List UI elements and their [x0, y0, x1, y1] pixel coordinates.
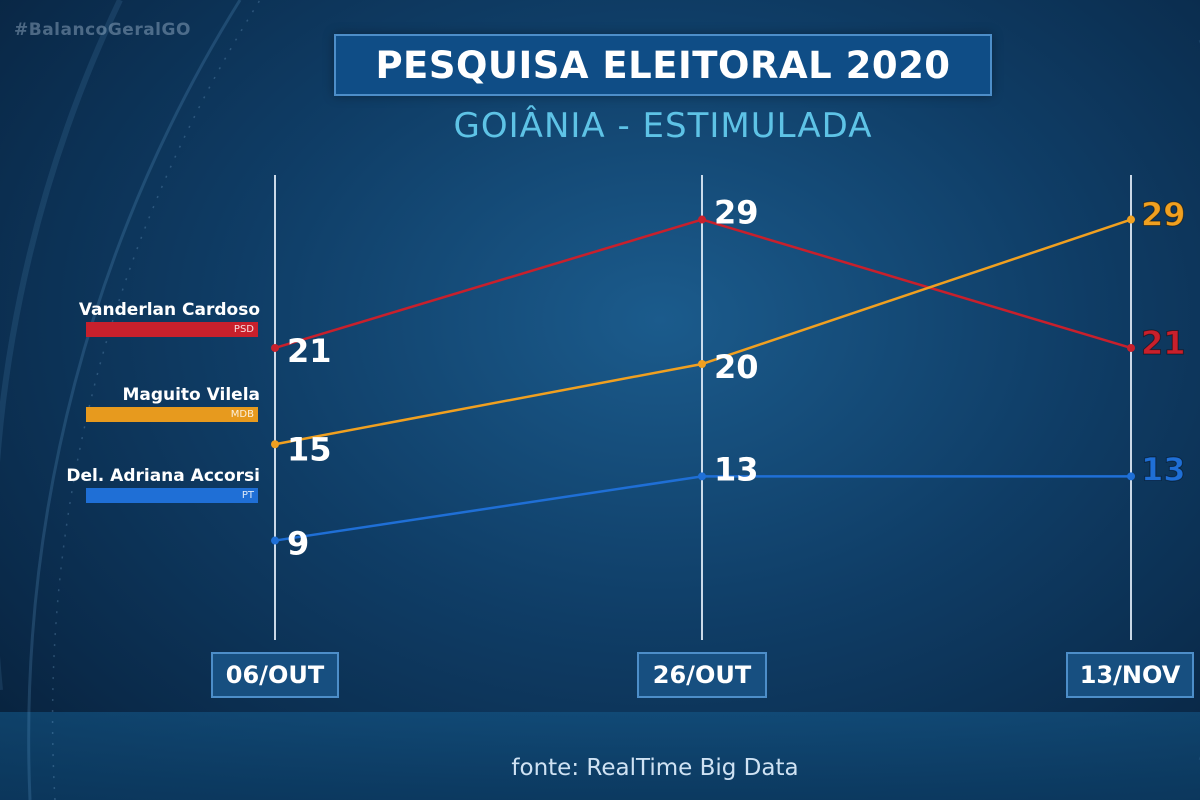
hashtag-watermark: #BalancoGeralGO: [14, 20, 191, 40]
legend-item-maguito: Maguito Vilela: [122, 385, 260, 405]
data-point-0-1: [698, 215, 706, 224]
date-label-06-out: 06/OUT: [211, 652, 339, 698]
legend-name: Vanderlan Cardoso: [78, 300, 260, 320]
legend-item-adriana: Del. Adriana Accorsi: [66, 466, 260, 486]
data-label-0-0: 21: [287, 332, 332, 370]
data-point-1-0: [271, 440, 279, 449]
legend-name: Maguito Vilela: [122, 385, 260, 405]
data-point-1-1: [698, 360, 706, 368]
data-point-0-0: [271, 343, 279, 352]
data-label-2-2: 13: [1141, 450, 1186, 488]
bottom-band: [0, 712, 1200, 800]
chart-subtitle: GOIÂNIA - ESTIMULADA: [453, 106, 873, 146]
source-note: fonte: RealTime Big Data: [511, 755, 799, 781]
data-point-1-2: [1127, 215, 1135, 224]
data-label-0-1: 29: [714, 194, 759, 232]
legend-item-vanderlan: Vanderlan Cardoso: [79, 300, 260, 320]
data-label-1-0: 15: [287, 430, 332, 468]
data-label-2-0: 9: [287, 525, 309, 563]
data-point-2-2: [1127, 472, 1135, 481]
data-point-0-2: [1127, 343, 1135, 352]
legend-party-bar-mdb: MDB: [86, 407, 258, 422]
date-label-13-nov: 13/NOV: [1066, 652, 1194, 698]
legend-party-bar-pt: PT: [86, 488, 258, 503]
legend-party-bar-psd: PSD: [86, 322, 258, 337]
legend-name: Del. Adriana Accorsi: [66, 466, 260, 486]
date-label-26-out: 26/OUT: [637, 652, 767, 698]
data-label-2-1: 13: [714, 450, 759, 488]
data-point-2-0: [271, 536, 279, 545]
title-box: PESQUISA ELEITORAL 2020: [334, 34, 992, 96]
chart-title: PESQUISA ELEITORAL 2020: [375, 43, 951, 87]
data-label-1-2: 29: [1141, 196, 1186, 234]
data-point-2-1: [698, 472, 706, 481]
data-label-1-1: 20: [714, 348, 759, 386]
data-label-0-2: 21: [1141, 324, 1186, 362]
